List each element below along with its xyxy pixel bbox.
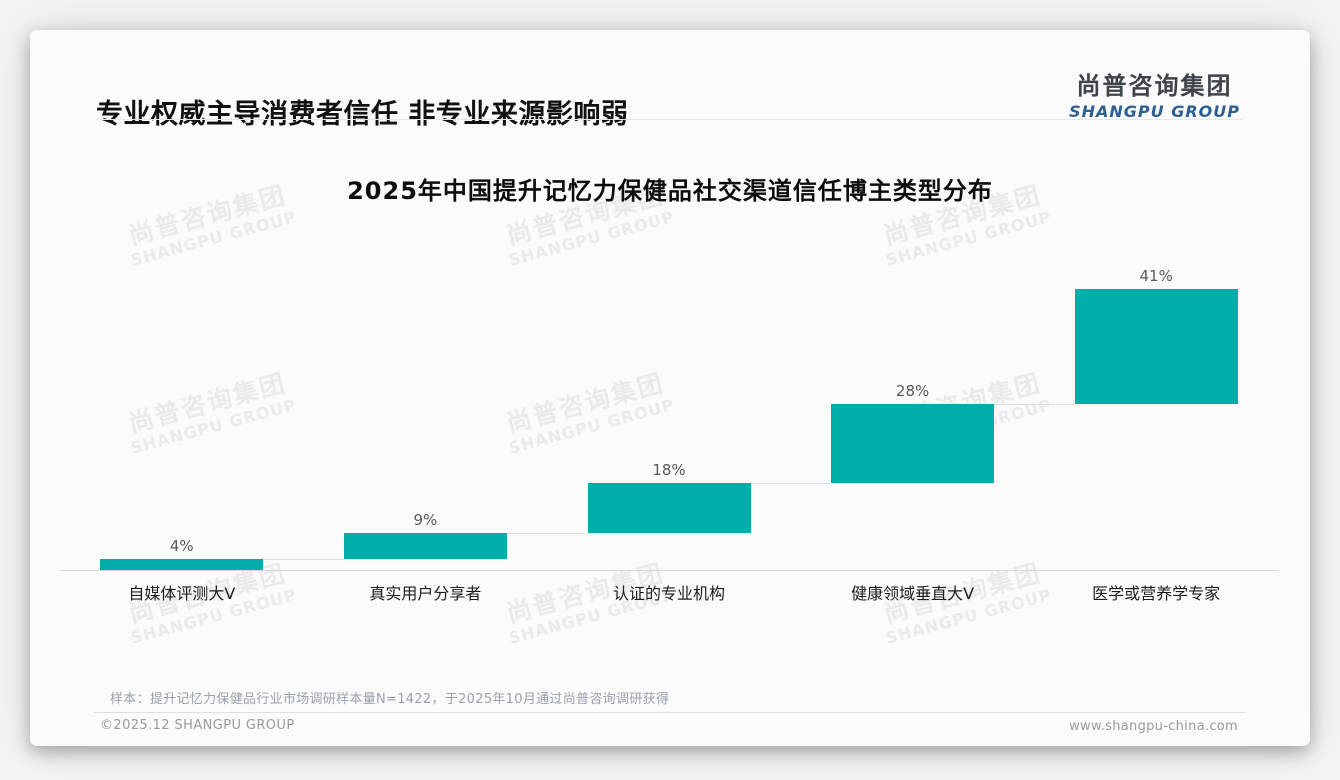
report-card: 尚普咨询集团 SHANGPU GROUP 尚普咨询集团 SHANGPU GROUP 尚普… [30, 30, 1310, 746]
value-label-4: 28% [895, 381, 930, 400]
header-divider [97, 119, 1242, 120]
bar-5 [1074, 288, 1238, 404]
bar-4 [831, 403, 995, 483]
chart-baseline [60, 570, 1278, 571]
waterfall-connector-1 [263, 558, 344, 560]
category-label-2: 真实用户分享者 [369, 584, 482, 603]
value-label-2: 9% [413, 511, 438, 530]
footer-website: www.shangpu-china.com [1069, 719, 1238, 734]
waterfall-connector-2 [506, 533, 588, 535]
company-logo: 尚普咨询集团 SHANGPU GROUP [1069, 66, 1240, 121]
footer-copyright: ©2025.12 SHANGPU GROUP [100, 718, 295, 733]
bar-1 [100, 558, 264, 570]
category-label-3: 认证的专业机构 [612, 584, 725, 603]
waterfall-connector-3 [750, 482, 832, 484]
value-label-5: 41% [1139, 266, 1173, 285]
value-label-3: 18% [652, 460, 686, 479]
waterfall-connector-4 [994, 403, 1075, 405]
chart-title: 2025年中国提升记忆力保健品社交渠道信任博主类型分布 [347, 177, 993, 205]
value-label-1: 4% [169, 536, 194, 555]
category-label-1: 自媒体评测大V [128, 584, 236, 603]
sample-footnote: 样本：提升记忆力保健品行业市场调研样本量N=1422，于2025年10月通过尚普… [110, 692, 670, 707]
footer-divider [94, 712, 1246, 713]
category-label-5: 医学或营养学专家 [1092, 584, 1221, 603]
page-title: 专业权威主导消费者信任 非专业来源影响弱 [96, 99, 629, 130]
bar-2 [343, 533, 507, 559]
company-logo-en: SHANGPU GROUP [1069, 102, 1240, 121]
waterfall-chart: 4% 自媒体评测大V 9% 真实用户分享者 18% 认证的专业机构 28% 健康领域垂直大V 4… [30, 30, 1310, 746]
bar-3 [587, 482, 751, 534]
company-logo-zh: 尚普咨询集团 [1076, 72, 1233, 100]
category-label-4: 健康领域垂直大V [851, 584, 975, 603]
